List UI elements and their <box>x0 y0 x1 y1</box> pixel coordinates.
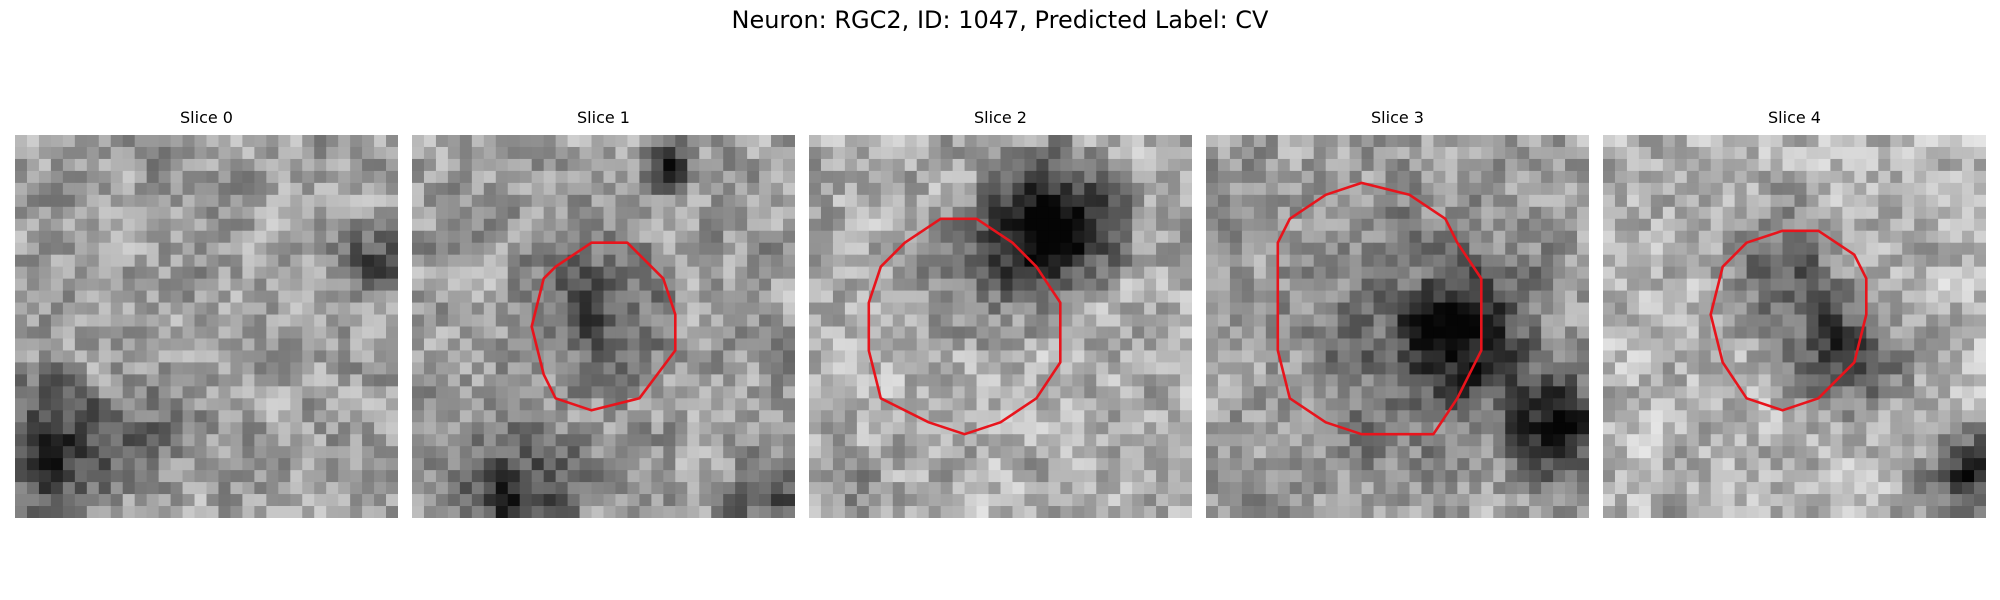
slice-title-4: Slice 4 <box>1768 108 1821 127</box>
slice-image-1 <box>412 135 795 518</box>
contour-3 <box>1276 181 1483 436</box>
contour-2 <box>867 217 1062 436</box>
slice-image-3 <box>1206 135 1589 518</box>
slice-image-0 <box>15 135 398 518</box>
contour-1 <box>530 241 677 412</box>
figure-title: Neuron: RGC2, ID: 1047, Predicted Label:… <box>731 6 1269 34</box>
slice-image-4 <box>1603 135 1986 518</box>
slice-title-2: Slice 2 <box>974 108 1027 127</box>
slice-title-0: Slice 0 <box>180 108 233 127</box>
slice-image-2 <box>809 135 1192 518</box>
slice-title-1: Slice 1 <box>577 108 630 127</box>
slice-title-3: Slice 3 <box>1371 108 1424 127</box>
contour-4 <box>1709 229 1868 412</box>
